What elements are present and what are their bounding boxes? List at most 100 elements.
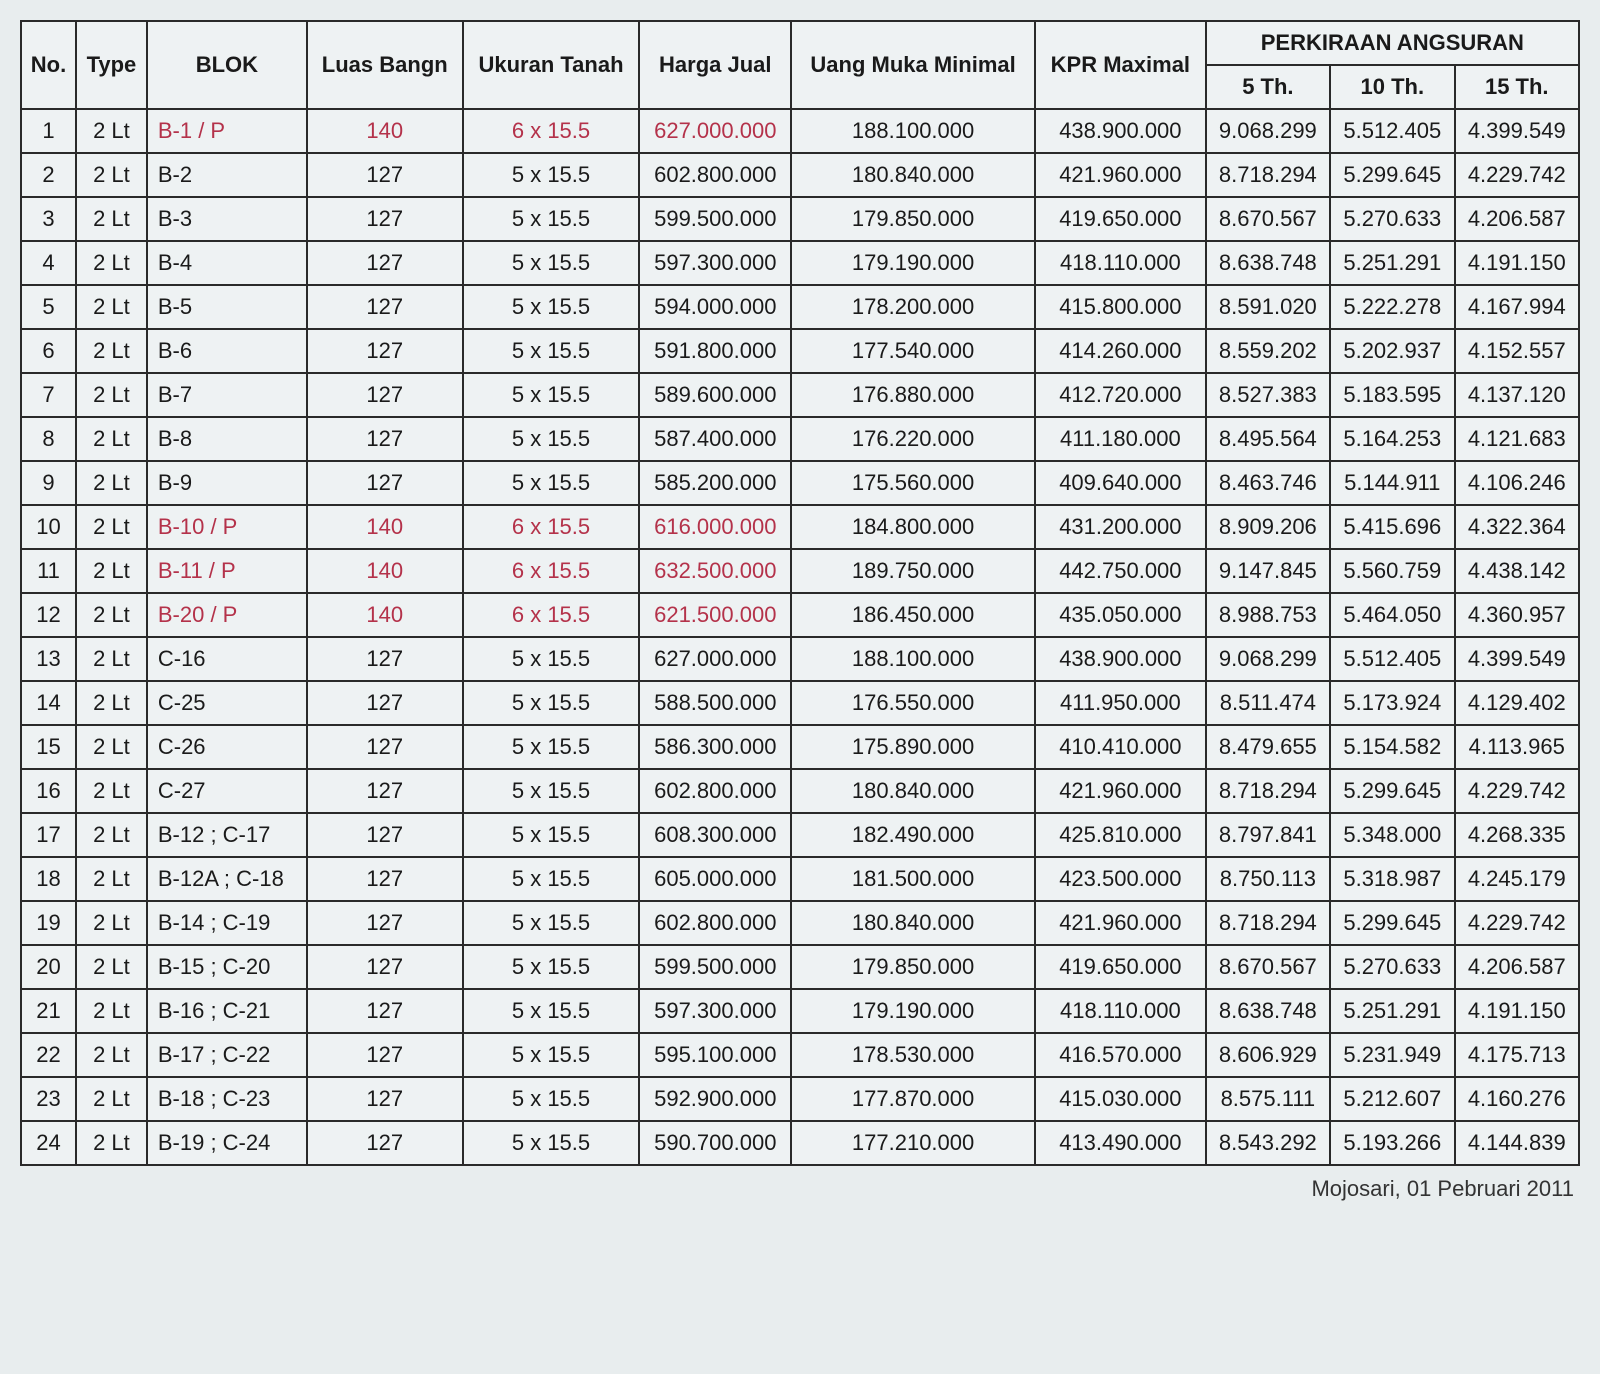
cell-no: 24 [21,1121,76,1165]
cell-no: 12 [21,593,76,637]
cell-harga: 605.000.000 [639,857,791,901]
col-harga: Harga Jual [639,21,791,109]
cell-no: 22 [21,1033,76,1077]
table-row: 172 LtB-12 ; C-171275 x 15.5608.300.0001… [21,813,1579,857]
cell-uang: 176.550.000 [791,681,1035,725]
cell-th10: 5.512.405 [1330,637,1454,681]
cell-kpr: 442.750.000 [1035,549,1206,593]
cell-th10: 5.415.696 [1330,505,1454,549]
cell-luas: 127 [307,241,463,285]
cell-th5: 8.670.567 [1206,945,1330,989]
cell-blok: B-7 [147,373,307,417]
cell-blok: C-26 [147,725,307,769]
cell-no: 10 [21,505,76,549]
cell-kpr: 425.810.000 [1035,813,1206,857]
cell-type: 2 Lt [76,1121,147,1165]
cell-uang: 189.750.000 [791,549,1035,593]
cell-type: 2 Lt [76,505,147,549]
cell-ukuran: 5 x 15.5 [463,813,640,857]
table-row: 152 LtC-261275 x 15.5586.300.000175.890.… [21,725,1579,769]
cell-th15: 4.160.276 [1455,1077,1580,1121]
cell-ukuran: 6 x 15.5 [463,109,640,153]
cell-th10: 5.202.937 [1330,329,1454,373]
cell-blok: B-4 [147,241,307,285]
cell-no: 3 [21,197,76,241]
cell-type: 2 Lt [76,681,147,725]
cell-type: 2 Lt [76,197,147,241]
cell-th5: 9.147.845 [1206,549,1330,593]
cell-th15: 4.268.335 [1455,813,1580,857]
cell-th15: 4.167.994 [1455,285,1580,329]
cell-no: 11 [21,549,76,593]
cell-th10: 5.560.759 [1330,549,1454,593]
cell-th15: 4.229.742 [1455,769,1580,813]
cell-th10: 5.512.405 [1330,109,1454,153]
cell-luas: 127 [307,329,463,373]
table-row: 122 LtB-20 / P1406 x 15.5621.500.000186.… [21,593,1579,637]
cell-blok: B-12 ; C-17 [147,813,307,857]
cell-kpr: 413.490.000 [1035,1121,1206,1165]
cell-th5: 8.606.929 [1206,1033,1330,1077]
cell-ukuran: 5 x 15.5 [463,417,640,461]
cell-harga: 595.100.000 [639,1033,791,1077]
cell-th5: 8.718.294 [1206,153,1330,197]
table-row: 22 LtB-21275 x 15.5602.800.000180.840.00… [21,153,1579,197]
cell-th10: 5.154.582 [1330,725,1454,769]
cell-uang: 175.560.000 [791,461,1035,505]
cell-blok: B-9 [147,461,307,505]
cell-no: 9 [21,461,76,505]
cell-type: 2 Lt [76,285,147,329]
cell-ukuran: 6 x 15.5 [463,549,640,593]
cell-harga: 588.500.000 [639,681,791,725]
cell-blok: B-2 [147,153,307,197]
cell-kpr: 435.050.000 [1035,593,1206,637]
cell-th15: 4.229.742 [1455,153,1580,197]
cell-no: 2 [21,153,76,197]
cell-type: 2 Lt [76,549,147,593]
table-row: 222 LtB-17 ; C-221275 x 15.5595.100.0001… [21,1033,1579,1077]
cell-no: 18 [21,857,76,901]
cell-th10: 5.270.633 [1330,945,1454,989]
cell-kpr: 414.260.000 [1035,329,1206,373]
cell-harga: 599.500.000 [639,197,791,241]
cell-th15: 4.121.683 [1455,417,1580,461]
cell-th5: 8.670.567 [1206,197,1330,241]
cell-th15: 4.152.557 [1455,329,1580,373]
cell-harga: 597.300.000 [639,241,791,285]
cell-no: 16 [21,769,76,813]
cell-uang: 177.540.000 [791,329,1035,373]
cell-kpr: 411.950.000 [1035,681,1206,725]
cell-th10: 5.144.911 [1330,461,1454,505]
cell-kpr: 411.180.000 [1035,417,1206,461]
cell-luas: 127 [307,989,463,1033]
cell-luas: 140 [307,505,463,549]
cell-harga: 597.300.000 [639,989,791,1033]
cell-type: 2 Lt [76,153,147,197]
cell-uang: 188.100.000 [791,109,1035,153]
cell-th5: 8.479.655 [1206,725,1330,769]
table-row: 32 LtB-31275 x 15.5599.500.000179.850.00… [21,197,1579,241]
cell-uang: 177.210.000 [791,1121,1035,1165]
cell-kpr: 416.570.000 [1035,1033,1206,1077]
col-luas: Luas Bangn [307,21,463,109]
cell-uang: 188.100.000 [791,637,1035,681]
cell-ukuran: 5 x 15.5 [463,681,640,725]
cell-kpr: 415.800.000 [1035,285,1206,329]
cell-luas: 127 [307,857,463,901]
cell-uang: 186.450.000 [791,593,1035,637]
cell-ukuran: 5 x 15.5 [463,857,640,901]
cell-type: 2 Lt [76,945,147,989]
cell-kpr: 409.640.000 [1035,461,1206,505]
cell-kpr: 421.960.000 [1035,769,1206,813]
cell-blok: B-8 [147,417,307,461]
cell-harga: 594.000.000 [639,285,791,329]
cell-th10: 5.183.595 [1330,373,1454,417]
cell-luas: 127 [307,197,463,241]
cell-th10: 5.251.291 [1330,989,1454,1033]
table-row: 112 LtB-11 / P1406 x 15.5632.500.000189.… [21,549,1579,593]
cell-th15: 4.245.179 [1455,857,1580,901]
cell-th10: 5.318.987 [1330,857,1454,901]
cell-no: 4 [21,241,76,285]
cell-ukuran: 5 x 15.5 [463,1077,640,1121]
cell-ukuran: 5 x 15.5 [463,1033,640,1077]
